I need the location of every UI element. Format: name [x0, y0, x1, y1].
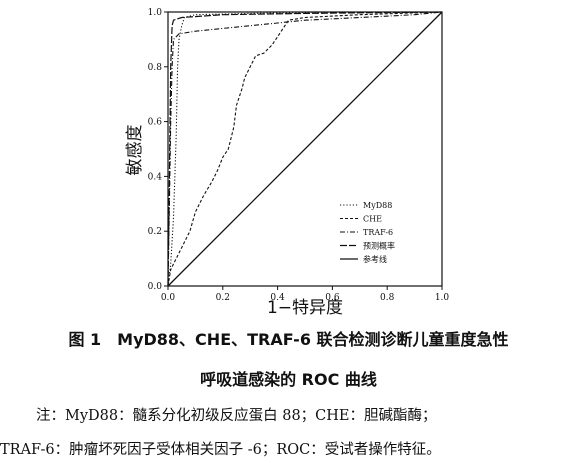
x-tick-label: 1.0 [435, 293, 450, 303]
x-tick-label: 0.4 [270, 293, 285, 303]
series-line-- [167, 11, 443, 287]
legend-label: MyD88 [363, 201, 392, 210]
legend-label: CHE [363, 215, 382, 224]
x-tick-label: 0.0 [161, 293, 176, 303]
x-axis-title: 1−特异度 [267, 298, 343, 318]
series-line-myd88 [167, 11, 442, 287]
y-tick-label: 1.0 [148, 8, 163, 18]
legend-label: 预测概率 [363, 241, 395, 251]
legend-label: 参考线 [363, 254, 387, 264]
y-tick-label: 0.0 [148, 282, 163, 292]
roc-chart: 0.0 0.2 0.4 0.6 0.8 1.0 0.0 0.2 0.4 0.6 0.8 1.0 My… [125, 8, 450, 318]
y-tick-label: 0.2 [148, 227, 162, 237]
series-line-che [167, 11, 443, 287]
y-axis-title: 敏感度 [125, 125, 145, 176]
y-axis-ticks: 0.0 0.2 0.4 0.6 0.8 1.0 [148, 8, 168, 292]
y-tick-label: 0.8 [148, 63, 163, 73]
legend-label: TRAF-6 [363, 228, 393, 237]
series-line-- [167, 11, 443, 287]
figure-caption-line-2: 呼吸道感染的 ROC 曲线 [200, 370, 377, 389]
figure-note-line-2: TRAF-6：肿瘤坏死因子受体相关因子 -6；ROC：受试者操作特征。 [0, 442, 441, 458]
x-tick-label: 0.6 [325, 293, 340, 303]
figure-caption-line-1: 图 1 MyD88、CHE、TRAF-6 联合检测诊断儿童重度急性 [68, 330, 509, 349]
x-tick-label: 0.2 [216, 293, 230, 303]
series-lines [167, 11, 443, 287]
figure-note-line-1: 注：MyD88：髓系分化初级反应蛋白 88；CHE：胆碱酯酶； [36, 408, 437, 424]
x-tick-label: 0.8 [380, 293, 395, 303]
x-axis-ticks: 0.0 0.2 0.4 0.6 0.8 1.0 [161, 286, 450, 303]
y-tick-label: 0.4 [148, 172, 163, 182]
y-tick-label: 0.6 [148, 118, 163, 128]
series-line-traf-6 [167, 11, 443, 287]
